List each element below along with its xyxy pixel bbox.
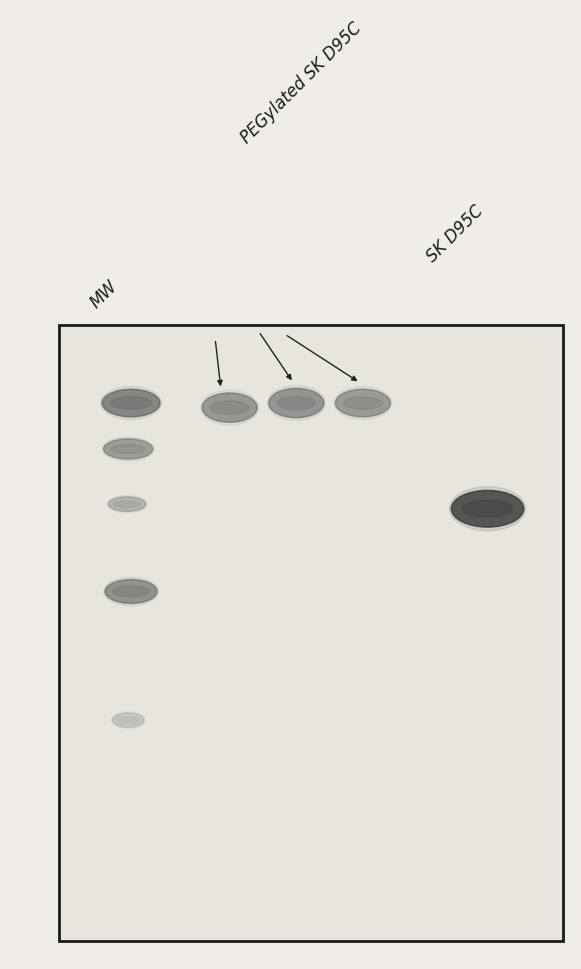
Ellipse shape [267,386,325,422]
Text: PEGylated SK D95C: PEGylated SK D95C [237,18,365,146]
Ellipse shape [102,390,160,418]
Ellipse shape [269,389,324,419]
Ellipse shape [277,397,315,410]
Text: SK D95C: SK D95C [422,203,486,266]
Ellipse shape [112,713,144,728]
Ellipse shape [102,437,154,461]
Ellipse shape [105,579,157,604]
Ellipse shape [451,491,524,527]
Ellipse shape [200,391,259,425]
Ellipse shape [450,487,526,531]
Ellipse shape [202,393,257,422]
Ellipse shape [335,390,390,418]
Ellipse shape [462,501,513,517]
Ellipse shape [210,401,249,415]
Bar [59,326,563,941]
Ellipse shape [113,586,149,597]
Ellipse shape [103,439,153,459]
Ellipse shape [117,717,139,724]
Ellipse shape [111,397,152,410]
Ellipse shape [104,578,159,607]
Ellipse shape [114,501,140,508]
Ellipse shape [334,387,392,421]
Ellipse shape [108,497,146,512]
Ellipse shape [111,445,145,454]
Ellipse shape [344,397,382,410]
Text: MW: MW [87,277,121,312]
Ellipse shape [107,496,147,514]
Ellipse shape [101,387,162,421]
